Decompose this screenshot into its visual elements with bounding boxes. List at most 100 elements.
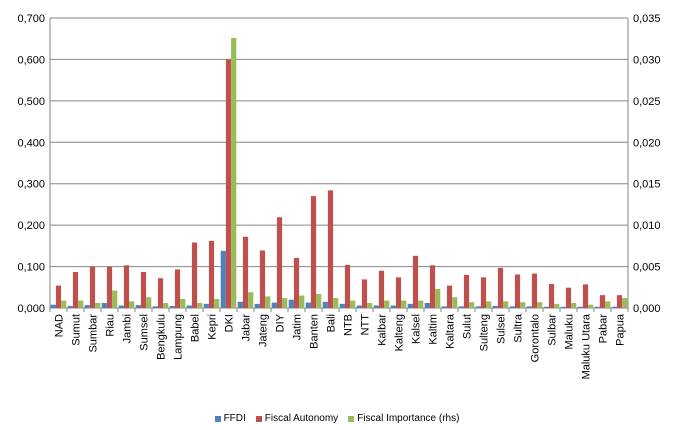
x-tick-label: Sulbar [547,314,559,346]
bar-fiscal-importance-rhs-sulsel [503,301,509,308]
bar-fiscal-importance-rhs-jabar [248,292,254,308]
bar-fiscal-autonomy-ntt [361,279,368,308]
bar-ffdi-papua [611,306,617,308]
bar-ffdi-gorontalo [526,306,532,308]
bar-ffdi-sultra [509,306,515,308]
bar-fiscal-autonomy-jateng [259,250,266,308]
bar-ffdi-bali [322,301,328,308]
bar-fiscal-autonomy-sumbar [89,266,96,308]
bar-fiscal-autonomy-jabar [242,236,249,308]
bar-fiscal-autonomy-ntb [344,264,351,308]
bar-fiscal-autonomy-maluku-utara [582,284,589,308]
y-tick-label: 0,500 [17,96,45,108]
bar-fiscal-importance-rhs-bali [333,298,339,308]
bar-fiscal-autonomy-kalteng [395,277,402,308]
bar-fiscal-importance-rhs-ntt [367,303,373,308]
bar-fiscal-importance-rhs-diy [282,298,288,308]
bar-ffdi-riau [101,303,107,308]
x-tick-label: Sulsel [496,314,508,344]
bar-fiscal-importance-rhs-sulteng [486,301,492,308]
bar-ffdi-sulsel [492,305,498,308]
y2-tick-label: 0,035 [633,13,661,25]
y-tick-label: 0,700 [17,13,45,25]
bar-fiscal-importance-rhs-sumsel [146,297,152,308]
x-tick-label: Sumsel [139,314,151,351]
bar-ffdi-babel [186,305,192,308]
bar-ffdi-kaltara [441,306,447,308]
x-tick-label: Kepri [207,314,219,340]
bar-ffdi-sumut [67,305,73,308]
bar-fiscal-autonomy-kaltara [446,285,453,308]
x-tick-label: Kalsel [411,314,423,344]
y-tick-label: 0,200 [17,220,45,232]
bar-fiscal-autonomy-bali [327,190,334,308]
bar-fiscal-importance-rhs-babel [197,303,203,308]
bar-fiscal-autonomy-sumut [72,271,79,308]
x-tick-label: Sulteng [479,314,491,351]
x-tick-label: Sumut [71,314,83,346]
y2-tick-label: 0,005 [633,262,661,274]
bar-fiscal-importance-rhs-gorontalo [537,302,543,308]
bar-ffdi-kaltim [424,303,430,308]
x-tick-label: Jabar [241,314,253,342]
x-tick-label: Riau [105,314,117,337]
bar-ffdi-ntt [356,305,362,308]
bar-ffdi-pabar [594,306,600,308]
bar-fiscal-importance-rhs-ntb [350,300,356,308]
bar-ffdi-jateng [254,303,260,308]
legend-label: Fiscal Importance (rhs) [357,413,460,424]
legend-item: FFDI [214,413,246,424]
bar-ffdi-dki [220,250,226,308]
x-tick-label: Sulut [462,314,474,339]
bar-ffdi-jatim [288,299,294,308]
bar-fiscal-autonomy-sulsel [497,267,504,308]
x-tick-label: Babel [190,314,202,342]
bar-fiscal-importance-rhs-riau [112,290,118,308]
bar-ffdi-nad [50,304,56,308]
x-tick-label: Bengkulu [156,314,168,360]
y2-tick-label: 0,020 [633,137,661,149]
bar-fiscal-importance-rhs-maluku-utara [588,304,594,308]
y-tick-label: 0,100 [17,262,45,274]
bar-fiscal-importance-rhs-jambi [129,301,135,308]
bar-fiscal-importance-rhs-jateng [265,296,271,308]
bar-fiscal-importance-rhs-kalbar [384,300,390,308]
bar-fiscal-importance-rhs-sumut [78,300,84,308]
x-tick-label: Jatim [292,314,304,340]
bar-fiscal-autonomy-sumsel [140,271,147,308]
bar-ffdi-maluku [560,306,566,308]
bar-ffdi-sumbar [84,305,90,308]
y2-tick-label: 0,010 [633,220,661,232]
bar-fiscal-importance-rhs-sulbar [554,303,560,308]
x-tick-label: Papua [615,313,627,346]
bar-fiscal-importance-rhs-dki [231,37,237,308]
legend-swatch [255,415,262,422]
y2-tick-label: 0,015 [633,179,661,191]
bar-fiscal-importance-rhs-pabar [605,301,611,308]
bar-fiscal-autonomy-papua [616,295,623,308]
x-tick-label: Kaltim [428,314,440,345]
bar-fiscal-importance-rhs-sumbar [95,303,101,308]
bar-ffdi-sumsel [135,305,141,308]
x-tick-label: Kaltara [445,313,457,349]
bar-fiscal-autonomy-riau [106,266,113,308]
legend-label: Fiscal Autonomy [264,413,339,424]
bar-fiscal-importance-rhs-maluku [571,303,577,308]
bar-fiscal-autonomy-bengkulu [157,278,164,308]
bar-fiscal-autonomy-sultra [514,274,521,308]
bar-fiscal-importance-rhs-banten [316,293,322,308]
bar-fiscal-importance-rhs-jatim [299,295,305,308]
bar-fiscal-autonomy-lampung [174,269,181,308]
bar-ffdi-maluku-utara [577,306,583,308]
bar-ffdi-kalsel [407,303,413,308]
bar-fiscal-autonomy-kalsel [412,255,419,308]
bar-fiscal-importance-rhs-kalteng [401,300,407,308]
x-tick-label: Kalteng [394,314,406,351]
x-tick-label: Sultra [513,313,525,343]
bar-fiscal-importance-rhs-sulut [469,302,475,308]
bar-fiscal-importance-rhs-kepri [214,298,220,308]
y2-tick-label: 0,030 [633,54,661,66]
bar-fiscal-autonomy-nad [55,285,62,308]
bar-ffdi-ntb [339,303,345,308]
bar-fiscal-autonomy-pabar [599,295,606,308]
